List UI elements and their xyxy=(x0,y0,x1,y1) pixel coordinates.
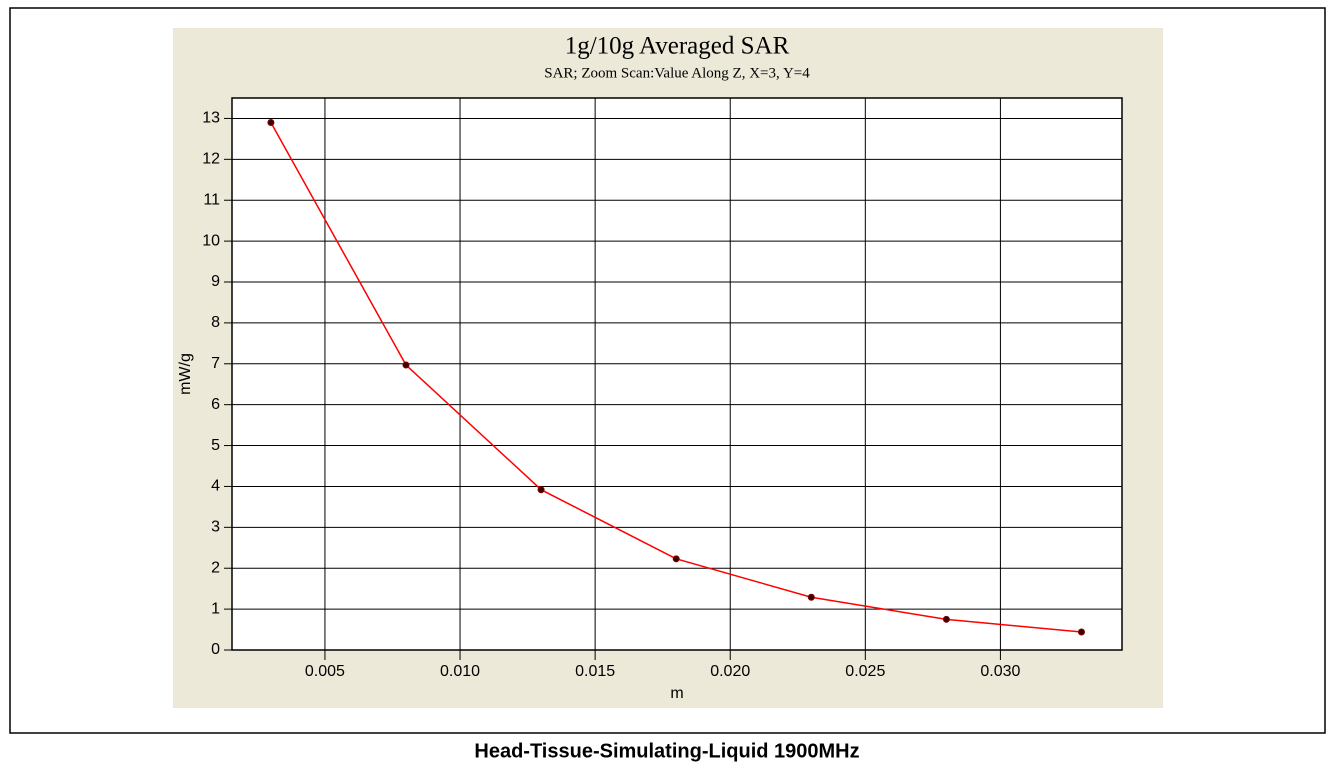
data-point xyxy=(807,593,815,601)
data-point xyxy=(672,555,680,563)
caption: Head-Tissue-Simulating-Liquid 1900MHz xyxy=(474,740,859,762)
x-tick-label: 0.025 xyxy=(845,663,885,680)
x-axis-label: m xyxy=(670,685,683,702)
y-tick-label: 7 xyxy=(211,355,220,372)
y-tick-label: 5 xyxy=(211,437,220,454)
y-tick-label: 12 xyxy=(202,151,220,168)
x-tick-label: 0.010 xyxy=(440,663,480,680)
data-point xyxy=(942,615,950,623)
x-tick-label: 0.020 xyxy=(710,663,750,680)
data-point xyxy=(402,361,410,369)
y-tick-label: 0 xyxy=(211,641,220,658)
y-tick-label: 4 xyxy=(211,478,220,495)
y-tick-label: 3 xyxy=(211,519,220,536)
y-tick-label: 11 xyxy=(203,191,220,208)
x-tick-label: 0.030 xyxy=(980,663,1020,680)
y-tick-label: 1 xyxy=(211,600,220,617)
plot-area xyxy=(232,98,1122,650)
y-tick-label: 8 xyxy=(211,314,220,331)
x-tick-label: 0.005 xyxy=(305,663,345,680)
data-point xyxy=(537,486,545,494)
y-tick-label: 2 xyxy=(211,559,220,576)
chart-subtitle: SAR; Zoom Scan:Value Along Z, X=3, Y=4 xyxy=(544,65,810,81)
y-axis-label: mW/g xyxy=(177,353,194,395)
data-point xyxy=(267,119,275,127)
y-tick-label: 6 xyxy=(211,396,220,413)
data-point xyxy=(1077,628,1085,636)
y-tick-label: 9 xyxy=(211,273,220,290)
y-tick-label: 10 xyxy=(202,232,220,249)
y-tick-label: 13 xyxy=(202,110,220,127)
x-tick-label: 0.015 xyxy=(575,663,615,680)
plot-border xyxy=(231,97,1123,651)
chart-title: 1g/10g Averaged SAR xyxy=(565,33,790,60)
